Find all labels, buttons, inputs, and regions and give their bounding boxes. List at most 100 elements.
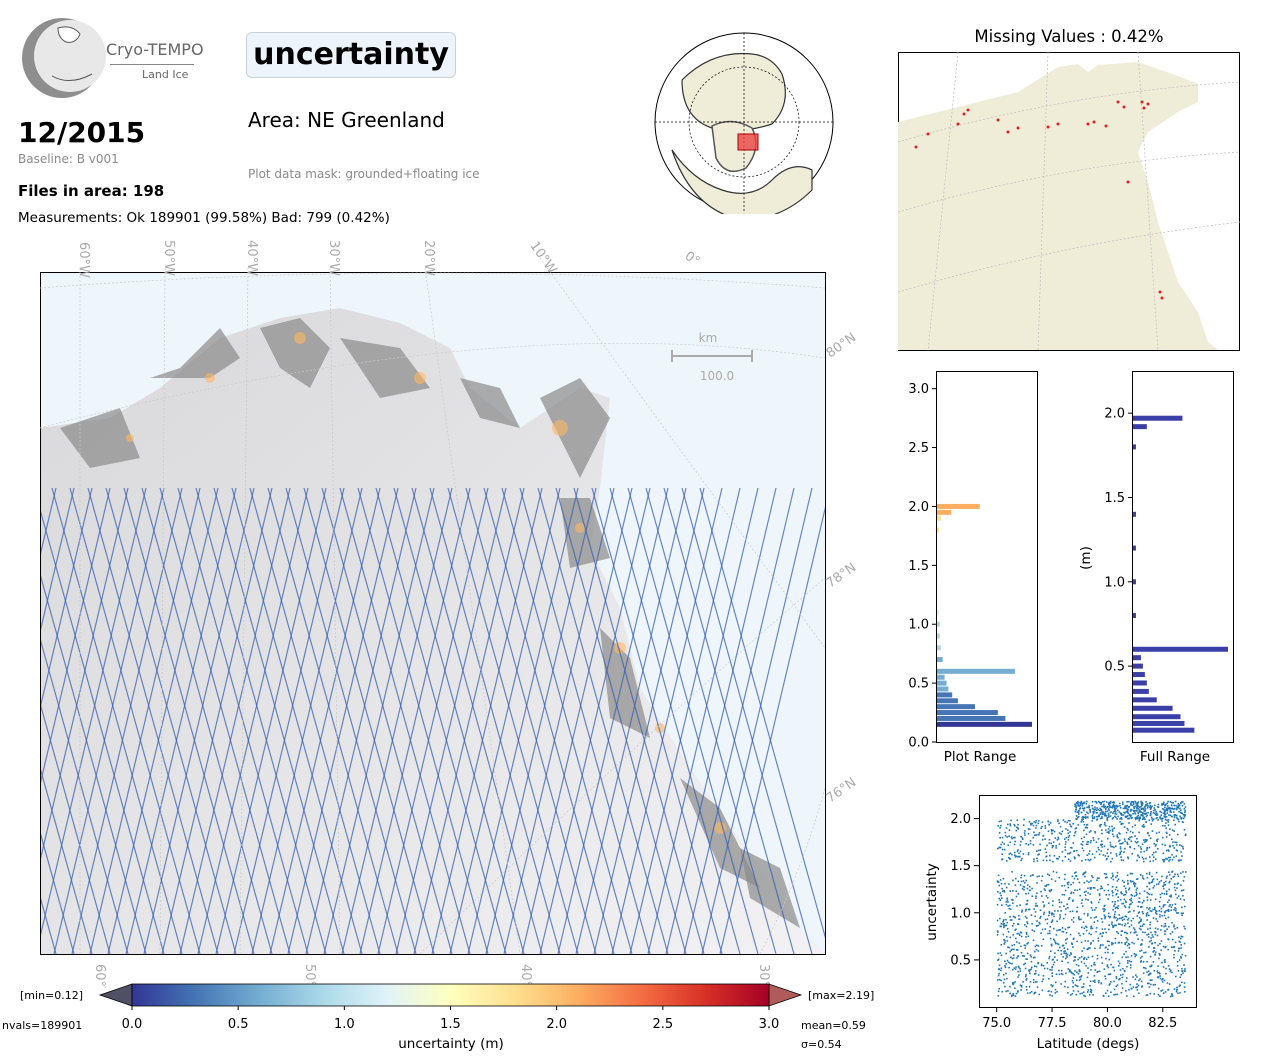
scatter-point [1140, 949, 1143, 952]
scatter-point [1132, 917, 1135, 920]
scatter-point [1140, 920, 1142, 922]
missing-value-point [1056, 122, 1060, 126]
scatter-point [1092, 811, 1095, 813]
scatter-point [1108, 893, 1111, 896]
scatter-point [1182, 813, 1185, 816]
missing-value-point [1104, 124, 1108, 128]
scatter-point [1117, 907, 1119, 910]
scatter-point [1119, 812, 1122, 814]
scatter-point [1117, 805, 1119, 807]
scatter-point [1118, 978, 1120, 981]
scatter-point [1056, 959, 1059, 961]
scatter-point [1026, 899, 1029, 902]
scatter-point [1168, 860, 1170, 862]
scatter-point [1083, 823, 1086, 826]
scatter-point [1095, 930, 1097, 933]
scatter-point [1064, 873, 1066, 876]
scatter-point [1040, 827, 1042, 829]
scatter-point [1116, 993, 1118, 996]
scatter-point [1139, 816, 1141, 818]
area-marker [737, 133, 759, 151]
scatter-point [1096, 807, 1098, 809]
scatter-point [1087, 967, 1089, 969]
scatter-point [1181, 804, 1184, 807]
scatter-point [1015, 937, 1017, 940]
scatter-point [1164, 825, 1166, 827]
scatter-point [1183, 982, 1186, 984]
scatter-point [1180, 851, 1182, 853]
scatter-point [1179, 809, 1182, 812]
scatter-point [999, 899, 1002, 901]
scatter-point [1162, 824, 1164, 827]
scatter-point [1124, 887, 1127, 890]
scatter-point [1107, 915, 1110, 918]
scatter-point [1024, 962, 1027, 965]
scatter-point [1123, 885, 1125, 887]
scatter-point [1083, 891, 1086, 893]
histogram-bar [937, 633, 940, 639]
scatter-point [1035, 827, 1037, 829]
scatter-point [1119, 807, 1122, 809]
scatter-point [1086, 948, 1088, 951]
scatter-point [1083, 956, 1086, 959]
scatter-point [1111, 923, 1113, 925]
scatter-point [1059, 914, 1061, 916]
scatter-point [1073, 877, 1076, 880]
scatter-point [1086, 806, 1088, 809]
scatter-point [1167, 910, 1170, 912]
histogram-bar [937, 574, 938, 580]
scatter-point [1004, 834, 1007, 837]
scatter-ytick-label: 1.5 [950, 859, 971, 874]
scatter-point [1178, 820, 1180, 823]
scatter-point [1160, 929, 1162, 931]
scatter-point [1174, 873, 1176, 876]
scatter-point [1011, 948, 1013, 951]
scatter-point [1078, 805, 1081, 807]
scatter-point [1036, 980, 1038, 983]
scatter-point [1078, 957, 1081, 959]
scatter-point [1087, 940, 1089, 942]
scatter-point [1073, 973, 1076, 976]
scatter-point [1135, 894, 1138, 897]
scatter-point [1145, 967, 1147, 970]
scatter-point [1133, 953, 1136, 955]
scatter-point [1170, 909, 1173, 912]
scatter-point [1121, 902, 1123, 905]
scatter-point [1035, 948, 1038, 951]
scatter-point [1083, 802, 1085, 805]
scatter-point [1009, 992, 1011, 995]
scatter-point [1156, 840, 1158, 843]
scatter-point [1032, 956, 1035, 959]
scatter-point [1173, 956, 1175, 959]
scatter-point [1051, 966, 1053, 969]
scatter-point [1180, 944, 1182, 946]
scatter-point [1006, 921, 1009, 924]
scatter-point [1096, 879, 1098, 882]
scatter-point [1038, 853, 1040, 855]
scatter-point [1090, 965, 1093, 967]
scatter-point [1074, 857, 1076, 859]
scatter-point [1146, 911, 1149, 914]
scatter-point [1060, 901, 1063, 904]
scatter-point [1137, 812, 1139, 814]
scatter-point [1127, 882, 1129, 885]
scatter-point [1095, 927, 1098, 929]
scatter-point [1155, 843, 1157, 846]
scatter-point [1182, 880, 1185, 882]
scatter-point [1056, 990, 1058, 993]
scatter-point [1051, 860, 1054, 863]
mask-label: Plot data mask: grounded+floating ice [248, 167, 480, 181]
scatter-point [1009, 841, 1012, 844]
scatter-point [1128, 925, 1131, 928]
scatter-point [1164, 946, 1167, 948]
scatter-point [1032, 981, 1035, 984]
scatter-point [1042, 964, 1045, 967]
scatter-point [1013, 948, 1015, 951]
scatter-point [1141, 955, 1143, 958]
scatter-point [1142, 823, 1145, 826]
scatter-point [1060, 949, 1062, 952]
scatter-point [998, 820, 1001, 823]
scatter-point [1090, 902, 1093, 904]
scatter-point [1148, 893, 1151, 896]
scatter-point [1169, 859, 1171, 861]
